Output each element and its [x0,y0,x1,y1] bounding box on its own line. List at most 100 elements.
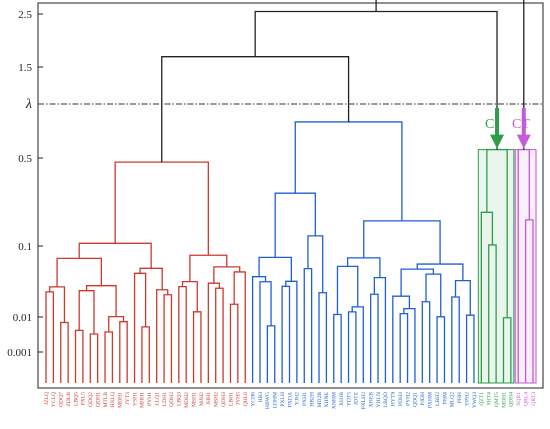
leaf-label: QDQ7 [59,392,65,407]
leaf-label: JYH5 [236,392,242,405]
leaf-label: PXDA [287,392,293,407]
leaf-label: JHH1 [206,392,212,405]
cluster-1-branch [156,289,169,383]
leaf-label: HYT9 [391,392,397,406]
cluster-2-branch [465,314,475,383]
cluster-2-branch [307,235,324,293]
leaf-label: PXLH2 [361,392,367,410]
cluster-1-branch [229,303,239,383]
cluster-2-branch [258,256,292,282]
leaf-label: QZT1 [479,392,485,406]
cluster-1-branch [133,272,147,383]
leaf-label: QDH4 [509,392,515,407]
cluster-2-branch [294,121,403,221]
cluster-annotation-ct: CT [512,117,530,132]
cluster-1-branch [141,326,150,383]
cluster-2-branch [333,313,342,383]
y-tick-label: 0.001 [7,347,32,359]
leaf-label: PHM [442,392,448,404]
leaf-label: PXL5 [81,392,87,406]
cluster-1-branch [178,286,187,383]
leaf-label: PHH [457,392,463,403]
leaf-label: XNHM [332,392,338,409]
leaf-label: JZLQ [44,392,50,405]
cluster-1-branch [108,316,125,332]
cluster-1-branch [192,311,202,383]
leaf-label: QMT5 [494,392,500,407]
cluster-2-branch [336,265,359,315]
leaf-label: LBH2 [435,392,441,406]
cluster-2-branch [346,257,381,278]
cluster-1-branch [233,271,246,383]
cluster-2-branch [274,192,316,258]
leaf-label: MSH2 [214,392,220,407]
cluster-1-branch [215,287,224,383]
leaf-label: QHL6 [243,392,249,406]
leaf-label: XHEB [368,392,374,407]
leaf-label: YPH2 [464,392,470,406]
arrow-head [490,134,505,149]
y-tick-label: 0.1 [18,241,32,253]
root-branch [161,56,350,163]
leaf-label: MLQ2 [450,392,456,407]
leaf-label: JDTZ [354,391,360,405]
leaf-label: MSH1 [191,392,197,407]
y-tick-label: 0.5 [18,153,32,165]
cluster-2-branch [399,313,409,383]
leaf-label: MDH1 [501,392,507,408]
leaf-label: MD2B [317,392,323,408]
cluster-1-branch [56,257,102,287]
leaf-label: LDHM [273,392,279,408]
root-branch [254,10,498,150]
cluster-1-branch [207,282,221,383]
cluster-2-branch [318,292,328,383]
root-branch [375,0,525,150]
cluster-2-branch [400,268,435,297]
cluster-1-branch [163,294,173,383]
y-tick-label: 2.5 [18,9,32,21]
leaf-label: LDH1 [162,392,168,406]
cluster-1-branch [45,291,55,383]
leaf-label: XHJB [339,392,345,406]
cluster-2-branch [370,293,379,383]
leaf-label: YCLQ [51,392,57,407]
leaf-label: SHT4 [487,392,493,406]
cluster-2-branch [436,316,446,383]
leaf-label: LLQ1 [154,392,160,406]
leaf-label: HB2H [309,392,315,407]
cluster-2-branch [251,276,267,383]
y-tick-label: 0.01 [13,312,32,324]
leaf-label: LBQ3 [177,392,183,406]
leaf-label: QDH3 [221,392,227,407]
cluster-1-branch [189,254,228,282]
cluster-2-branch [416,263,464,281]
leaf-label: ZDLB [66,392,72,407]
leaf-label: YDT5 [346,392,352,406]
leaf-label: YSH1 [132,392,138,406]
leaf-label: HBWG [265,392,271,409]
cluster-1-branch [78,242,152,269]
cluster-1-branch [60,321,69,383]
cluster-1-branch [114,161,209,256]
leaf-label: QDH1 [95,392,101,407]
leaf-label: MDH1 [118,392,124,408]
cluster-2-branch [425,273,442,317]
leaf-label: MDH2 [184,392,190,408]
cluster-2-branch [373,276,387,383]
cluster-2-branch [266,325,276,383]
leaf-label: PJDH [420,392,426,405]
cluster-2-branch [281,285,291,383]
leaf-label: PXLH [280,392,286,407]
leaf-label: QDH2 [169,392,175,407]
cluster-1-branch [104,331,114,383]
leaf-label: QRT3 [531,392,537,406]
leaf-label: QDQ2 [88,392,94,407]
cluster-3-highlight [477,149,515,384]
leaf-label: HXLQ [110,392,116,408]
arrow-head [516,134,531,149]
leaf-label: PXHM [427,392,433,408]
leaf-label: HB3 [258,392,264,403]
cluster-1-branch [78,290,95,335]
leaf-label: PYH1 [147,392,153,406]
